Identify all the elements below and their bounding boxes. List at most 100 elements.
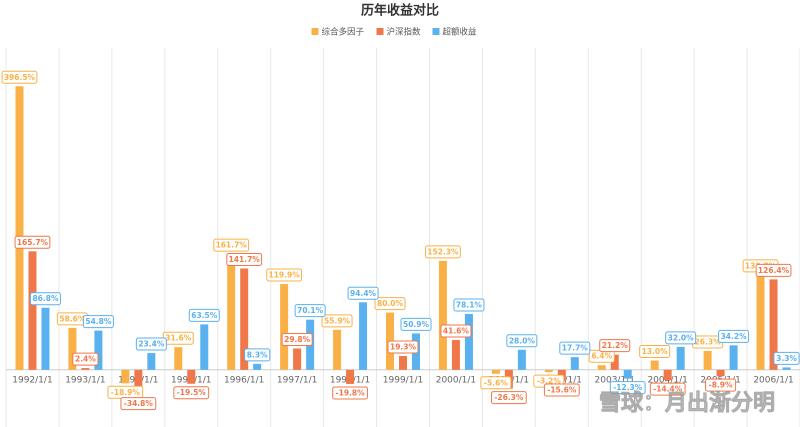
- value-label: 396.5%: [4, 73, 36, 82]
- bar: [464, 313, 473, 370]
- value-label-box: [440, 324, 472, 338]
- bar: [729, 345, 738, 370]
- bar: [756, 274, 765, 370]
- value-label-box: [543, 383, 580, 397]
- value-label: 165.7%: [17, 238, 49, 247]
- bar: [597, 365, 606, 370]
- value-label-box: [773, 351, 800, 365]
- value-label-box: [14, 235, 51, 249]
- bar: [147, 353, 156, 370]
- bar: [240, 268, 249, 370]
- value-label: 26.3%: [695, 337, 722, 346]
- bar: [15, 86, 24, 370]
- value-label-box: [226, 252, 263, 266]
- value-label: -19.5%: [177, 388, 207, 397]
- value-label-box: [294, 304, 326, 318]
- value-label-box: [599, 339, 631, 353]
- bar: [517, 349, 526, 370]
- value-label: -34.8%: [124, 399, 154, 408]
- x-tick-label: 2000/1/1: [436, 375, 476, 385]
- bar: [227, 254, 236, 370]
- x-tick-label: 1996/1/1: [224, 375, 264, 385]
- value-label: 54.8%: [85, 317, 112, 326]
- x-tick-label: 1993/1/1: [65, 375, 105, 385]
- bar: [610, 354, 619, 370]
- legend-label: 超额收益: [443, 27, 478, 38]
- value-label-box: [374, 297, 406, 311]
- value-label: 70.1%: [297, 306, 324, 315]
- bar: [703, 350, 712, 370]
- value-label-box: [29, 292, 61, 306]
- value-label-box: [649, 382, 686, 396]
- bar: [346, 369, 355, 384]
- watermark: 雪球：月出渐分明: [599, 390, 775, 416]
- bar: [134, 369, 143, 395]
- value-label: 58.6%: [59, 314, 86, 323]
- bar: [200, 324, 209, 370]
- value-label-box: [72, 352, 99, 366]
- value-label-box: [173, 386, 210, 400]
- value-label: 19.3%: [390, 342, 417, 351]
- value-label-box: [705, 378, 737, 392]
- bar: [81, 368, 90, 370]
- value-label-box: [332, 386, 368, 400]
- bar: [663, 369, 672, 381]
- value-label-box: [82, 315, 114, 329]
- bar: [570, 357, 579, 370]
- bar: [544, 369, 553, 373]
- value-label-box: [244, 348, 271, 362]
- value-label: 2.4%: [75, 355, 96, 364]
- value-label: -19.8%: [335, 388, 365, 397]
- bar: [187, 369, 196, 384]
- x-tick-label: 2003/1/1: [595, 375, 635, 385]
- value-label: 31.6%: [165, 334, 192, 343]
- value-label: 29.8%: [284, 335, 311, 344]
- value-label: -5.6%: [484, 378, 508, 387]
- value-label-box: [755, 263, 792, 277]
- value-label: 6.4%: [591, 352, 612, 361]
- value-label-box: [347, 286, 379, 300]
- value-label: 94.4%: [350, 289, 377, 298]
- legend-label: 综合多因子: [322, 27, 365, 38]
- bar: [121, 369, 130, 384]
- bar: [68, 327, 77, 370]
- value-label-box: [387, 340, 419, 354]
- legend-swatch: [432, 28, 440, 35]
- bar: [41, 307, 50, 370]
- value-label: -8.9%: [709, 381, 733, 390]
- value-label: 21.2%: [602, 341, 629, 350]
- value-label-box: [506, 334, 538, 348]
- value-label: 3.3%: [776, 354, 797, 363]
- value-label-box: [400, 317, 432, 331]
- value-label: 86.8%: [32, 294, 59, 303]
- value-label-box: [453, 298, 485, 312]
- value-label: 32.0%: [668, 333, 695, 342]
- x-tick-label: 1999/1/1: [383, 375, 423, 385]
- value-label: -12.3%: [613, 383, 643, 392]
- value-label-box: [718, 329, 750, 343]
- bar: [174, 347, 183, 370]
- bar: [94, 330, 103, 370]
- x-tick-label: 2004/1/1: [647, 375, 687, 385]
- value-label-box: [639, 344, 671, 358]
- value-label: 55.9%: [324, 316, 351, 325]
- value-label-box: [266, 268, 303, 282]
- bar: [438, 260, 447, 370]
- value-label-box: [425, 245, 461, 259]
- bar: [359, 302, 368, 370]
- value-label-box: [665, 331, 697, 345]
- value-label: 41.6%: [443, 327, 470, 336]
- plot: 1992/1/11993/1/11994/1/11995/1/11996/1/1…: [1, 48, 800, 427]
- value-label: 8.3%: [247, 350, 268, 359]
- value-label: -26.3%: [494, 393, 524, 402]
- bar: [782, 367, 791, 370]
- value-label-box: [188, 308, 220, 322]
- value-label-box: [609, 381, 646, 395]
- value-label: 80.0%: [377, 299, 404, 308]
- x-tick-label: 2006/1/1: [753, 375, 793, 385]
- bar: [491, 369, 500, 374]
- value-label-box: [281, 332, 313, 346]
- bar: [676, 346, 685, 370]
- bar: [451, 340, 460, 370]
